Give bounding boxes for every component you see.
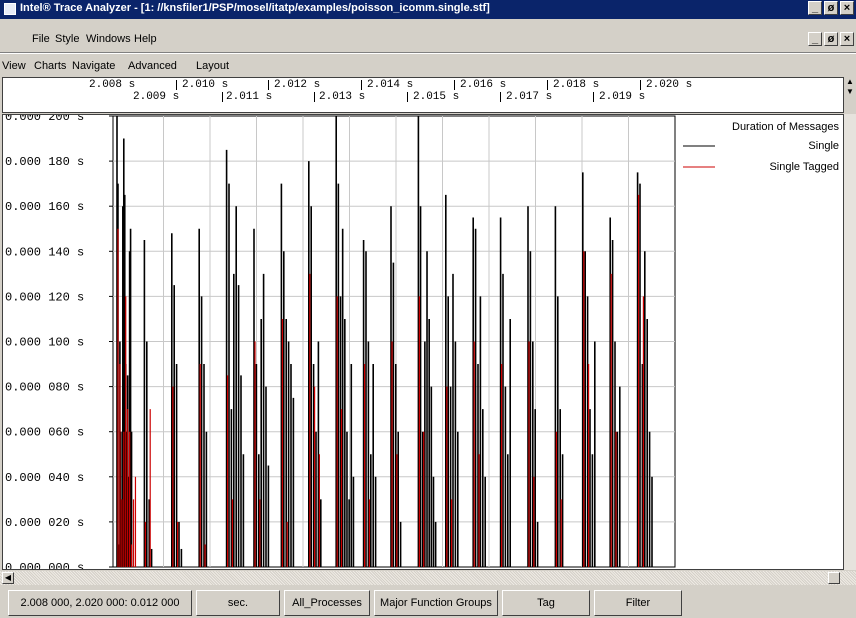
timeline-tick-mark	[361, 80, 362, 90]
app-icon[interactable]	[4, 3, 16, 15]
processes-button[interactable]: All_Processes	[284, 590, 370, 616]
y-tick-label: 0.000 140 s	[5, 245, 84, 259]
timeline-tick-label: 2.008 s	[89, 79, 136, 91]
timeline-tick-label: 2.019 s	[599, 91, 646, 103]
y-tick-label: 0.000 080 s	[5, 381, 84, 395]
timeline-tick-mark	[593, 92, 594, 102]
child-restore-button[interactable]: ø	[824, 32, 838, 46]
filter-button[interactable]: Filter	[594, 590, 682, 616]
menu-charts[interactable]: Charts	[34, 60, 67, 72]
status-bar: 2.008 000, 2.020 000: 0.012 000 sec. All…	[0, 588, 856, 618]
y-tick-label: 0.000 000 s	[5, 561, 84, 569]
menu-file[interactable]: File	[32, 33, 50, 45]
unit-button[interactable]: sec.	[196, 590, 280, 616]
y-tick-label: 0.000 020 s	[5, 516, 84, 530]
time-range-field[interactable]: 2.008 000, 2.020 000: 0.012 000	[8, 590, 192, 616]
timeline-tick-label: 2.020 s	[646, 79, 693, 91]
menu-separator	[0, 52, 856, 54]
title-bar: Intel® Trace Analyzer - [1: //knsfiler1/…	[0, 0, 856, 19]
timeline-tick-label: 2.011 s	[226, 91, 273, 103]
menu-navigate[interactable]: Navigate	[72, 60, 116, 72]
child-minimize-button[interactable]: _	[808, 32, 822, 46]
function-groups-button[interactable]: Major Function Groups	[374, 590, 498, 616]
menu-style[interactable]: Style	[55, 33, 80, 45]
legend-label: Single Tagged	[769, 161, 839, 173]
menu-help[interactable]: Help	[134, 33, 157, 45]
legend-label: Single	[808, 140, 839, 152]
chart-scrollbar[interactable]	[844, 114, 856, 570]
view-menu-bar: View Charts Navigate Advanced Layout	[0, 57, 856, 75]
scroll-up-icon[interactable]: ▲	[846, 77, 854, 86]
tag-button[interactable]: Tag	[502, 590, 590, 616]
timeline-tick-mark	[454, 80, 455, 90]
menu-layout[interactable]: Layout	[196, 60, 230, 72]
y-tick-label: 0.000 040 s	[5, 471, 84, 485]
window-title: Intel® Trace Analyzer - [1: //knsfiler1/…	[20, 2, 490, 14]
timeline-tick-label: 2.017 s	[506, 91, 553, 103]
timeline-tick-label: 2.018 s	[553, 79, 600, 91]
timeline-tick-label: 2.013 s	[319, 91, 366, 103]
legend-title: Duration of Messages	[732, 121, 839, 133]
timeline-tick-mark	[500, 92, 501, 102]
scroll-left-icon[interactable]: ◀	[2, 572, 14, 584]
timeline-tick-mark	[314, 92, 315, 102]
timeline-tick-mark	[407, 92, 408, 102]
menu-bar: File Style Windows Help	[0, 30, 856, 48]
timeline-tick-label: 2.009 s	[133, 91, 180, 103]
y-tick-label: 0.000 200 s	[5, 115, 84, 124]
timeline-tick-label: 2.016 s	[460, 79, 507, 91]
y-tick-label: 0.000 120 s	[5, 290, 84, 304]
restore-button[interactable]: ø	[824, 1, 838, 15]
child-window-controls: _ ø ×	[806, 32, 854, 46]
y-tick-label: 0.000 180 s	[5, 155, 84, 169]
scroll-down-icon[interactable]: ▼	[846, 87, 854, 96]
y-tick-label: 0.000 160 s	[5, 200, 84, 214]
timeline-tick-mark	[268, 80, 269, 90]
scroll-thumb[interactable]	[828, 572, 840, 584]
minimize-button[interactable]: _	[808, 1, 822, 15]
horizontal-scrollbar[interactable]: ◀	[0, 571, 856, 585]
y-tick-label: 0.000 060 s	[5, 426, 84, 440]
timeline-tick-mark	[547, 80, 548, 90]
timeline-tick-mark	[222, 92, 223, 102]
close-button[interactable]: ×	[840, 1, 854, 15]
menu-view[interactable]: View	[2, 60, 26, 72]
menu-advanced[interactable]: Advanced	[128, 60, 177, 72]
timeline-tick-label: 2.012 s	[274, 79, 321, 91]
timeline-tick-mark	[176, 80, 177, 90]
timeline-scrollbar[interactable]: ▲ ▼	[844, 77, 856, 113]
timeline-tick-label: 2.010 s	[182, 79, 229, 91]
chart-canvas: 0.000 000 s 0.000 020 s 0.000 040 s 0.000 0…	[5, 115, 839, 569]
menu-windows[interactable]: Windows	[86, 33, 131, 45]
window-controls: _ ø ×	[806, 1, 854, 15]
timeline-axis[interactable]: 2.008 s 2.010 s 2.012 s 2.014 s 2.016 s …	[2, 77, 844, 113]
child-close-button[interactable]: ×	[840, 32, 854, 46]
timeline-tick-label: 2.015 s	[413, 91, 460, 103]
timeline-tick-mark	[640, 80, 641, 90]
y-tick-label: 0.000 100 s	[5, 336, 84, 350]
timeline-tick-label: 2.014 s	[367, 79, 414, 91]
message-duration-chart[interactable]: 0.000 000 s 0.000 020 s 0.000 040 s 0.000 0…	[2, 114, 844, 570]
